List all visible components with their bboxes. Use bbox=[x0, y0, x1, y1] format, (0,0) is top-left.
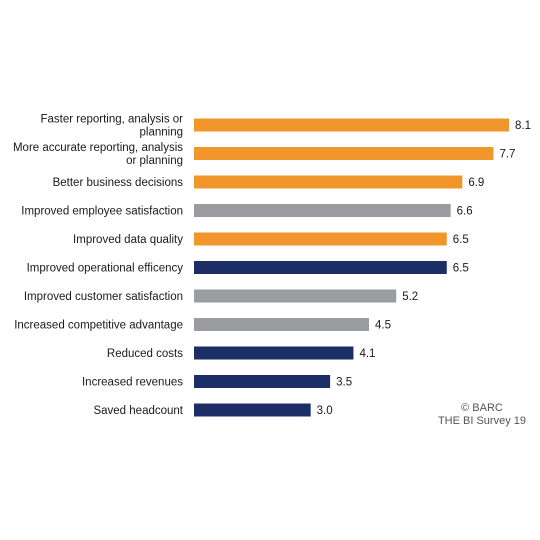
bar-6 bbox=[194, 289, 397, 303]
value-label-5: 6.5 bbox=[453, 263, 469, 275]
category-label-3: Improved employee satisfaction bbox=[21, 206, 183, 218]
credit-copyright: © BARC bbox=[461, 402, 503, 414]
value-label-7: 4.5 bbox=[375, 320, 391, 332]
category-label-9: Increased revenues bbox=[82, 377, 183, 389]
category-label-line: Improved customer satisfaction bbox=[24, 291, 183, 303]
value-label-8: 4.1 bbox=[359, 348, 375, 360]
value-label-1: 7.7 bbox=[499, 149, 515, 161]
category-label-line: Reduced costs bbox=[107, 348, 183, 360]
category-label-line: Better business decisions bbox=[53, 177, 184, 189]
category-label-8: Reduced costs bbox=[107, 348, 183, 360]
credit-survey: THE BI Survey 19 bbox=[437, 415, 526, 427]
category-label-line: or planning bbox=[126, 155, 183, 167]
category-label-line: planning bbox=[140, 127, 183, 139]
bar-2 bbox=[194, 175, 463, 189]
category-label-6: Improved customer satisfaction bbox=[24, 291, 183, 303]
category-label-line: Improved operational efficency bbox=[27, 263, 184, 275]
category-label-line: Improved employee satisfaction bbox=[21, 206, 183, 218]
category-label-line: Faster reporting, analysis or bbox=[40, 114, 183, 126]
category-label-2: Better business decisions bbox=[53, 177, 184, 189]
category-label-line: Increased revenues bbox=[82, 377, 183, 389]
source-credit: © BARC THE BI Survey 19 bbox=[438, 402, 526, 428]
value-label-2: 6.9 bbox=[468, 177, 484, 189]
category-label-7: Increased competitive advantage bbox=[14, 320, 183, 332]
bar-10 bbox=[194, 403, 311, 417]
value-label-6: 5.2 bbox=[402, 291, 418, 303]
category-label-line: Improved data quality bbox=[73, 234, 183, 246]
value-label-4: 6.5 bbox=[453, 234, 469, 246]
bar-5 bbox=[194, 261, 447, 274]
category-label-0: Faster reporting, analysis or planning bbox=[40, 114, 183, 139]
value-label-0: 8.1 bbox=[515, 120, 531, 132]
bar-1 bbox=[194, 147, 494, 160]
bar-7 bbox=[194, 318, 369, 331]
category-label-line: Increased competitive advantage bbox=[14, 320, 183, 332]
value-label-3: 6.6 bbox=[457, 206, 473, 218]
bar-8 bbox=[194, 346, 354, 360]
bar-0 bbox=[194, 118, 509, 132]
category-label-10: Saved headcount bbox=[93, 405, 183, 417]
value-label-10: 3.0 bbox=[317, 405, 333, 417]
bar-3 bbox=[194, 204, 451, 217]
bar-4 bbox=[194, 232, 447, 246]
category-label-5: Improved operational efficency bbox=[27, 263, 184, 275]
category-label-line: Saved headcount bbox=[93, 405, 183, 417]
category-label-line: More accurate reporting, analysis bbox=[13, 142, 183, 154]
category-label-4: Improved data quality bbox=[73, 234, 183, 246]
value-label-9: 3.5 bbox=[336, 377, 352, 389]
category-label-1: More accurate reporting, analysis or plan… bbox=[13, 142, 183, 167]
bar-9 bbox=[194, 375, 331, 388]
